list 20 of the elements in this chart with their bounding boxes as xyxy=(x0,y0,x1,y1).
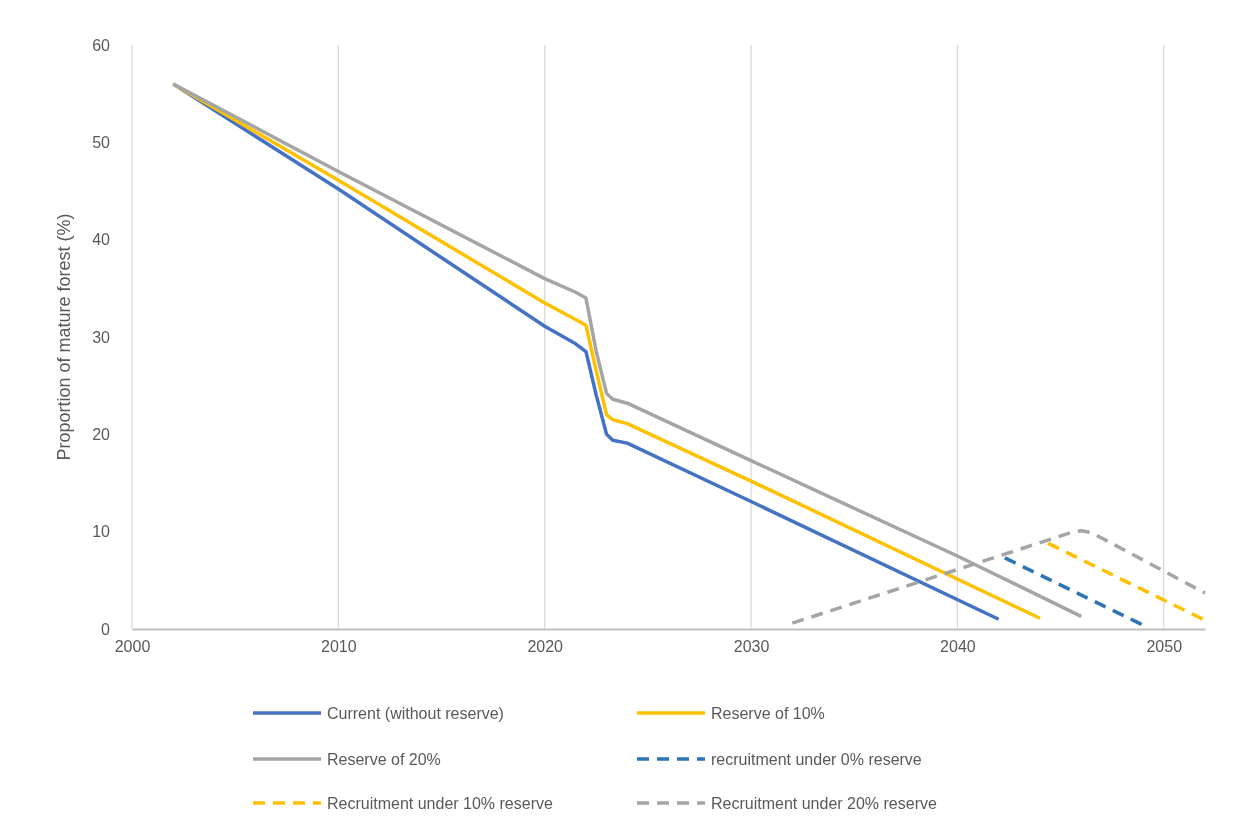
x-tick-label: 2010 xyxy=(321,638,357,656)
x-tick-label: 2020 xyxy=(527,638,564,656)
y-tick-label: 10 xyxy=(92,523,111,541)
x-tick-label: 2040 xyxy=(940,638,976,656)
y-tick-label: 40 xyxy=(92,231,111,249)
x-tick-label: 2030 xyxy=(733,638,770,656)
legend-label: Recruitment under 10% reserve xyxy=(327,795,553,812)
x-tick-label: 2000 xyxy=(114,638,151,656)
y-tick-label: 50 xyxy=(92,133,111,151)
y-tick-label: 20 xyxy=(92,425,111,443)
y-tick-label: 60 xyxy=(92,36,111,54)
legend-label: Reserve of 20% xyxy=(327,751,441,768)
legend-label: recruitment under 0% reserve xyxy=(711,751,922,768)
y-tick-label: 0 xyxy=(101,620,111,638)
y-tick-label: 30 xyxy=(92,328,111,346)
y-axis-title: Proportion of mature forest (%) xyxy=(54,213,74,461)
legend-label: Reserve of 10% xyxy=(711,705,825,722)
legend-label: Current (without reserve) xyxy=(327,705,504,722)
x-tick-label: 2050 xyxy=(1146,638,1183,656)
legend-label: Recruitment under 20% reserve xyxy=(711,795,937,812)
